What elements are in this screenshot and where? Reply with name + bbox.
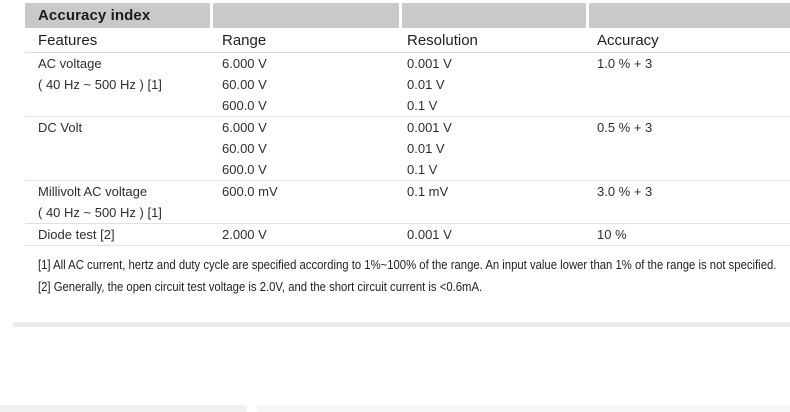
accuracy-spec-table: Accuracy index Features Range Resolution…	[25, 3, 790, 298]
resolution-cell: 0.001 V 0.01 V 0.1 V	[407, 56, 452, 113]
bottom-bar-right	[257, 405, 790, 412]
table-header-row: Features Range Resolution Accuracy	[25, 28, 790, 53]
table-title-band: Accuracy index	[25, 3, 790, 28]
range-cell: 2.000 V	[222, 227, 267, 242]
accuracy-cell: 0.5 % + 3	[597, 120, 653, 135]
resolution-cell: 0.001 V	[407, 227, 452, 242]
footnote-2: [2] Generally, the open circuit test vol…	[38, 279, 483, 294]
accuracy-cell: 1.0 % + 3	[597, 56, 653, 71]
title-band-segment	[210, 3, 399, 28]
feature-cell: DC Volt	[38, 120, 83, 135]
title-band-segment	[399, 3, 586, 28]
bottom-bar-left	[0, 405, 247, 412]
table-row: AC voltage ( 40 Hz ~ 500 Hz ) [1] 6.000 …	[25, 53, 790, 117]
table-footnotes: [1] All AC current, hertz and duty cycle…	[25, 246, 790, 298]
resolution-cell: 0.001 V 0.01 V 0.1 V	[407, 120, 452, 177]
column-header-accuracy: Accuracy	[597, 31, 659, 49]
resolution-cell: 0.1 mV	[407, 184, 449, 199]
column-header-features: Features	[38, 31, 98, 49]
feature-cell: AC voltage ( 40 Hz ~ 500 Hz ) [1]	[38, 56, 162, 92]
section-divider-band	[13, 322, 790, 327]
title-band-segment	[586, 3, 790, 28]
range-cell: 6.000 V 60.00 V 600.0 V	[222, 56, 267, 113]
table-row: DC Volt 6.000 V 60.00 V 600.0 V 0.001 V …	[25, 117, 790, 181]
accuracy-cell: 10 %	[597, 227, 627, 242]
footnote-1: [1] All AC current, hertz and duty cycle…	[38, 257, 777, 272]
accuracy-cell: 3.0 % + 3	[597, 184, 653, 199]
column-header-range: Range	[222, 31, 267, 49]
table-row: Millivolt AC voltage ( 40 Hz ~ 500 Hz ) …	[25, 181, 790, 224]
table-row: Diode test [2] 2.000 V 0.001 V 10 %	[25, 224, 790, 246]
range-cell: 6.000 V 60.00 V 600.0 V	[222, 120, 267, 177]
column-header-resolution: Resolution	[407, 31, 478, 49]
feature-cell: Diode test [2]	[38, 227, 115, 242]
table-title: Accuracy index	[25, 3, 210, 28]
range-cell: 600.0 mV	[222, 184, 278, 199]
feature-cell: Millivolt AC voltage ( 40 Hz ~ 500 Hz ) …	[38, 184, 162, 220]
